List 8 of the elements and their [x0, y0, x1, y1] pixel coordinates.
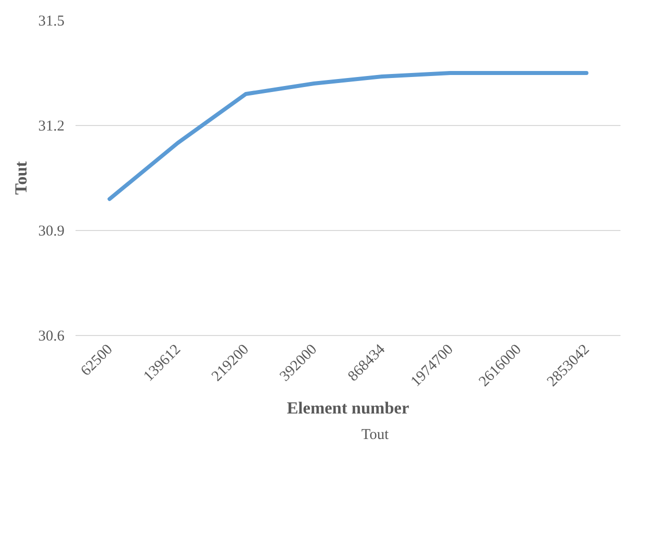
text: Tout — [361, 426, 389, 444]
y-tick-label: 30.6 — [38, 328, 65, 344]
y-axis-title: Tout — [11, 160, 30, 195]
y-tick-label: 31.5 — [38, 14, 64, 30]
x-axis-title: Element number — [286, 398, 410, 418]
y-tick-label: 30.9 — [38, 224, 64, 240]
line-series — [108, 71, 588, 201]
y-tick-label: 31.2 — [38, 118, 64, 134]
